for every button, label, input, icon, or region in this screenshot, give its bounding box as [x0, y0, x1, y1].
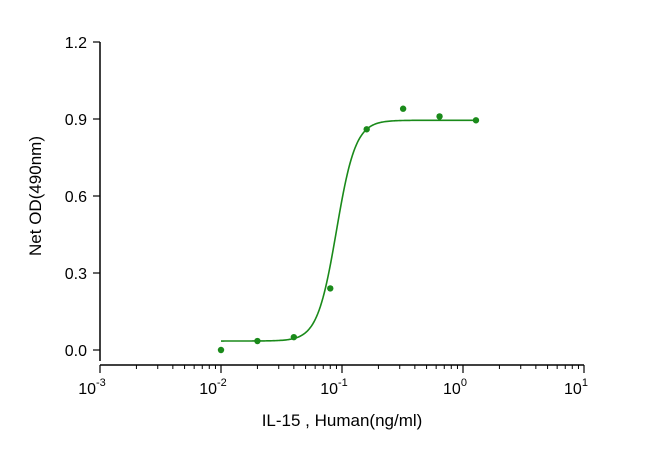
- x-tick-base: 10: [320, 381, 338, 398]
- y-tick-label: 0.0: [65, 343, 87, 360]
- x-tick-exponent: 0: [461, 377, 467, 389]
- y-tick-label: 0.6: [65, 189, 87, 206]
- y-axis-title: Net OD(490nm): [26, 136, 45, 256]
- y-tick-label: 0.9: [65, 112, 87, 129]
- y-ticks: 0.0 0.3 0.6 0.9 1.2: [65, 35, 100, 360]
- data-point: [254, 337, 261, 345]
- data-point: [472, 117, 480, 124]
- x-tick-label: 101: [564, 377, 588, 398]
- x-tick-exponent: -3: [96, 377, 106, 389]
- fit-curve: [221, 119, 476, 342]
- data-point: [363, 126, 370, 133]
- x-tick-label: 10-3: [78, 377, 106, 398]
- data-point: [327, 285, 334, 292]
- x-tick-label: 10-2: [199, 377, 227, 398]
- x-tick-exponent: -2: [217, 377, 227, 389]
- y-tick-label: 0.3: [65, 266, 87, 283]
- x-tick-exponent: -1: [338, 377, 348, 389]
- data-point: [399, 105, 407, 112]
- x-tick-base: 10: [564, 381, 582, 398]
- x-axis-title: IL-15 , Human(ng/ml): [262, 411, 423, 430]
- y-tick-label: 1.2: [65, 35, 87, 52]
- x-tick-label: 10-1: [320, 377, 348, 398]
- data-point: [217, 346, 225, 354]
- x-tick-base: 10: [443, 381, 461, 398]
- x-tick-base: 10: [199, 381, 217, 398]
- x-tick-base: 10: [78, 381, 96, 398]
- data-point: [436, 113, 443, 120]
- x-major-ticks: 10-3 10-2 10-1 100 101: [78, 365, 588, 398]
- data-points: [217, 105, 480, 354]
- x-tick-exponent: 1: [582, 377, 588, 389]
- x-tick-label: 100: [443, 377, 467, 398]
- data-point: [290, 333, 298, 341]
